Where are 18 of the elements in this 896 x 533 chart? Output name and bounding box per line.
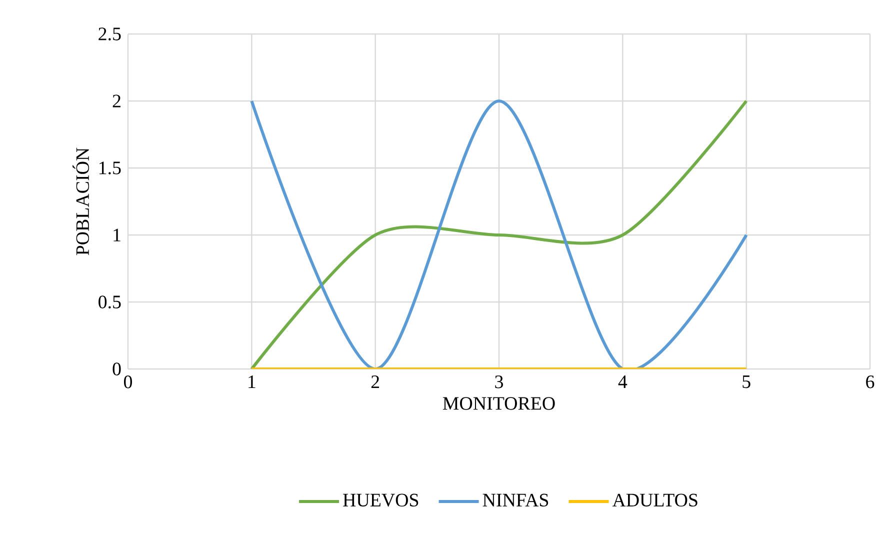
y-tick-label: 1.5 (99, 162, 121, 174)
x-tick-label: 3 (495, 376, 503, 388)
y-tick-label: 2.5 (98, 28, 121, 40)
x-tick-label: 2 (371, 376, 380, 388)
legend-label: HUEVOS (343, 494, 418, 507)
x-tick-label: 0 (124, 376, 132, 388)
y-axis-title: POBLACIÓN (72, 148, 90, 256)
y-tick-label: 0.5 (98, 296, 121, 308)
x-tick-label: 4 (618, 376, 628, 388)
y-tick-label: 0 (112, 362, 121, 376)
x-tick-label: 5 (742, 376, 750, 388)
x-tick-label: 6 (866, 376, 874, 388)
x-tick-label: 1 (248, 376, 256, 388)
x-axis-title: MONITOREO (442, 397, 555, 410)
y-tick-label: 1 (114, 228, 120, 242)
y-tick-label: 2 (112, 94, 120, 108)
legend-label: NINFAS (482, 494, 548, 507)
legend-label: ADULTOS (612, 494, 698, 507)
